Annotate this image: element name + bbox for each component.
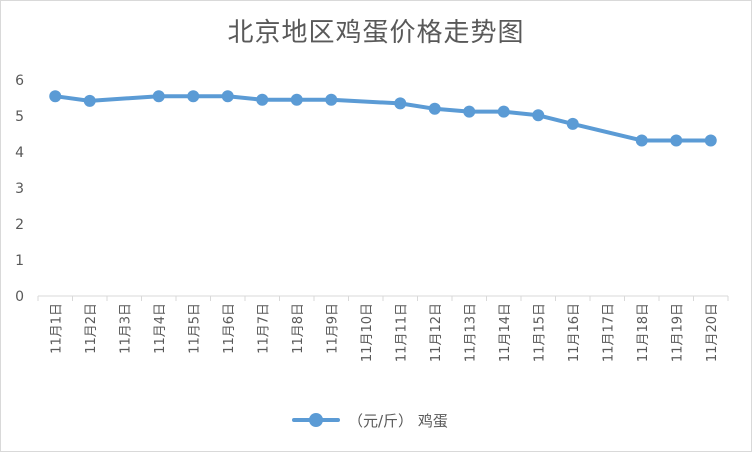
x-tick-label: 11月13日 xyxy=(463,303,478,362)
y-tick-label: 0 xyxy=(15,289,24,305)
x-tick-label: 11月11日 xyxy=(394,303,409,362)
x-tick-label: 11月17日 xyxy=(601,303,616,362)
x-tick-label: 11月3日 xyxy=(118,303,133,354)
x-tick-label: 11月2日 xyxy=(84,303,99,354)
x-tick-label: 11月9日 xyxy=(325,303,340,354)
data-point xyxy=(256,93,269,106)
x-tick-label: 11月8日 xyxy=(291,303,306,354)
x-tick-label: 11月12日 xyxy=(429,303,444,362)
data-point xyxy=(497,105,510,118)
data-point xyxy=(290,93,303,106)
data-point xyxy=(670,134,683,147)
data-point xyxy=(635,134,648,147)
x-tick-label: 11月15日 xyxy=(532,303,547,362)
data-point xyxy=(152,90,165,103)
data-point xyxy=(394,97,407,110)
data-point xyxy=(49,90,62,103)
data-point xyxy=(704,134,717,147)
y-tick-label: 4 xyxy=(15,145,24,161)
legend-label: （元/斤） 鸡蛋 xyxy=(348,411,448,430)
data-point xyxy=(221,90,234,103)
y-tick-label: 5 xyxy=(15,109,24,125)
chart-title: 北京地区鸡蛋价格走势图 xyxy=(227,18,525,48)
y-tick-label: 2 xyxy=(15,217,24,233)
data-point xyxy=(463,105,476,118)
x-tick-label: 11月16日 xyxy=(567,303,582,362)
x-tick-label: 11月14日 xyxy=(498,303,513,362)
x-tick-label: 11月18日 xyxy=(636,303,651,362)
series-layer xyxy=(49,90,717,147)
data-point xyxy=(428,102,441,115)
y-tick-label: 6 xyxy=(15,73,24,89)
y-axis-ticks: 0 1 2 3 4 5 6 xyxy=(15,73,24,305)
data-point xyxy=(566,117,579,130)
x-tick-label: 11月6日 xyxy=(222,303,237,354)
data-point xyxy=(83,94,96,107)
x-tick-label: 11月10日 xyxy=(360,303,375,362)
legend: （元/斤） 鸡蛋 xyxy=(292,408,448,432)
x-tick-label: 11月20日 xyxy=(705,303,720,362)
x-tick-label: 11月1日 xyxy=(49,303,64,354)
y-tick-label: 1 xyxy=(15,253,24,269)
data-point xyxy=(532,109,545,122)
legend-marker-icon xyxy=(292,408,340,432)
series-line xyxy=(53,94,713,143)
x-tick-label: 11月19日 xyxy=(670,303,685,362)
data-point xyxy=(187,90,200,103)
x-tick-label: 11月4日 xyxy=(153,303,168,354)
x-tick-label: 11月7日 xyxy=(256,303,271,354)
x-tick-label: 11月5日 xyxy=(187,303,202,354)
x-axis-ticks: 11月1日 11月2日 11月3日 11月4日 11月5日 11月6日 11月7日 11月8日… xyxy=(37,296,729,362)
y-tick-label: 3 xyxy=(15,181,24,197)
data-point xyxy=(325,93,338,106)
